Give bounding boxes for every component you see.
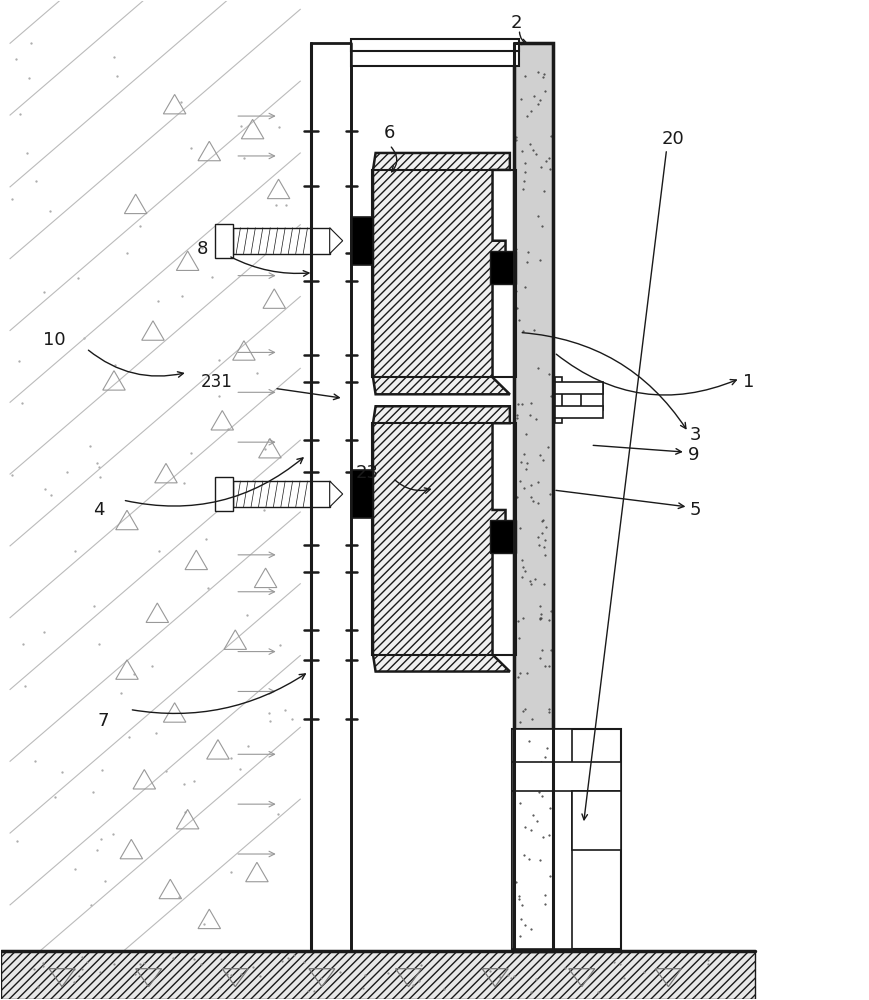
Polygon shape bbox=[233, 481, 329, 507]
Polygon shape bbox=[2, 951, 755, 999]
Polygon shape bbox=[373, 406, 510, 672]
Polygon shape bbox=[513, 729, 620, 949]
Text: 7: 7 bbox=[98, 712, 109, 730]
Polygon shape bbox=[351, 48, 519, 66]
Polygon shape bbox=[216, 224, 233, 258]
Polygon shape bbox=[373, 153, 510, 394]
Polygon shape bbox=[490, 520, 516, 553]
Text: 23: 23 bbox=[355, 464, 378, 482]
Text: 231: 231 bbox=[200, 373, 232, 391]
Text: 6: 6 bbox=[384, 124, 395, 142]
Polygon shape bbox=[555, 377, 562, 423]
Text: 9: 9 bbox=[687, 446, 699, 464]
Text: 1: 1 bbox=[743, 373, 754, 391]
Polygon shape bbox=[513, 762, 620, 791]
Polygon shape bbox=[555, 382, 602, 394]
Polygon shape bbox=[490, 251, 516, 284]
Text: 2: 2 bbox=[511, 14, 522, 32]
Text: 20: 20 bbox=[661, 130, 684, 148]
Text: 4: 4 bbox=[93, 501, 104, 519]
Polygon shape bbox=[580, 384, 602, 410]
Polygon shape bbox=[351, 39, 519, 51]
Polygon shape bbox=[216, 477, 233, 511]
Polygon shape bbox=[329, 228, 342, 254]
Text: 5: 5 bbox=[690, 501, 701, 519]
Polygon shape bbox=[351, 470, 373, 518]
Polygon shape bbox=[329, 481, 342, 507]
Polygon shape bbox=[555, 406, 602, 418]
Polygon shape bbox=[572, 791, 620, 850]
Polygon shape bbox=[513, 729, 572, 949]
Polygon shape bbox=[514, 43, 554, 951]
Polygon shape bbox=[310, 43, 351, 951]
Text: 3: 3 bbox=[690, 426, 701, 444]
Text: 8: 8 bbox=[196, 240, 208, 258]
Text: 10: 10 bbox=[43, 331, 65, 349]
Polygon shape bbox=[233, 228, 329, 254]
Polygon shape bbox=[351, 217, 373, 265]
